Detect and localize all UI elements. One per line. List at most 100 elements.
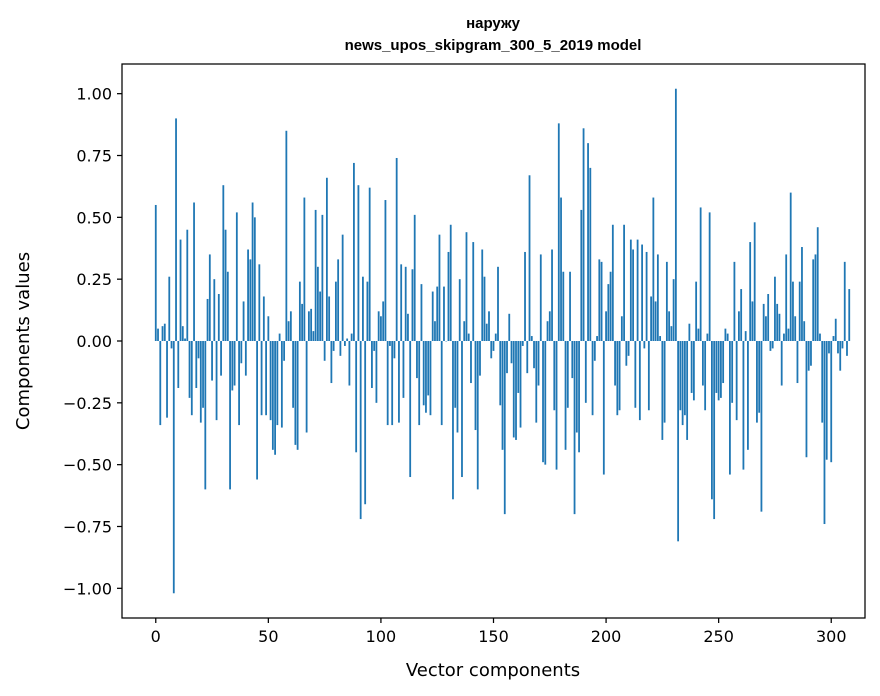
bar-component-99 xyxy=(377,311,380,341)
bar-component-263 xyxy=(747,341,749,450)
bar-component-88 xyxy=(353,162,355,341)
bar-component-33 xyxy=(229,341,231,490)
bar-component-246 xyxy=(708,212,711,341)
bar-component-146 xyxy=(483,276,486,341)
bar-component-121 xyxy=(427,341,430,396)
bar-component-278 xyxy=(780,341,783,386)
bar-component-91 xyxy=(359,341,362,520)
bar-component-31 xyxy=(224,229,227,341)
bar-component-16 xyxy=(190,341,193,416)
bar-component-187 xyxy=(575,341,578,433)
bar-component-30 xyxy=(222,185,225,341)
bar-component-191 xyxy=(584,341,587,403)
bar-component-190 xyxy=(582,128,585,341)
bar-component-103 xyxy=(386,341,389,426)
bar-component-200 xyxy=(605,311,607,341)
bar-component-198 xyxy=(600,261,603,341)
bar-component-123 xyxy=(431,291,434,341)
x-axis-label: Vector components xyxy=(406,660,580,681)
bar-component-248 xyxy=(713,341,716,520)
bar-component-256 xyxy=(731,341,734,403)
bar-component-241 xyxy=(697,328,700,341)
bar-component-3 xyxy=(161,326,164,341)
bar-component-197 xyxy=(598,259,601,341)
bar-component-204 xyxy=(614,341,616,386)
bar-component-65 xyxy=(301,303,304,341)
bar-component-272 xyxy=(767,294,770,341)
bar-component-126 xyxy=(438,234,441,341)
bar-component-279 xyxy=(783,333,785,341)
bar-component-101 xyxy=(382,301,385,341)
bar-component-141 xyxy=(472,242,475,341)
bar-component-28 xyxy=(217,294,220,341)
bar-component-5 xyxy=(166,341,168,418)
bar-component-208 xyxy=(623,224,625,341)
bar-component-185 xyxy=(571,341,574,379)
bar-component-231 xyxy=(674,88,677,341)
bar-component-211 xyxy=(629,239,632,341)
bar-component-49 xyxy=(265,341,267,416)
bar-component-301 xyxy=(832,336,835,341)
bar-component-37 xyxy=(238,341,240,426)
bar-component-265 xyxy=(751,301,754,341)
bar-component-305 xyxy=(841,341,844,349)
bar-component-166 xyxy=(528,175,531,341)
bar-component-132 xyxy=(452,341,454,500)
bar-component-13 xyxy=(184,338,186,341)
bar-component-7 xyxy=(170,341,173,349)
bar-component-12 xyxy=(181,326,184,341)
bar-component-48 xyxy=(262,296,265,341)
bar-component-219 xyxy=(647,341,650,411)
bar-component-77 xyxy=(328,296,331,341)
bar-component-154 xyxy=(501,341,504,450)
bar-component-230 xyxy=(672,279,675,341)
bar-component-69 xyxy=(310,308,313,341)
bar-component-92 xyxy=(362,276,364,341)
bar-component-302 xyxy=(834,318,837,341)
x-axis-ticks: 0 50 100 150 200 250 300 xyxy=(151,618,847,646)
bar-component-284 xyxy=(794,316,797,341)
bar-component-46 xyxy=(258,264,261,341)
y-axis-ticks: 1.00 0.75 0.50 0.25 0.00 −0.25 −0.50 −0.75 −1.00 xyxy=(63,85,122,598)
bar-component-32 xyxy=(226,271,229,341)
bar-component-78 xyxy=(330,341,333,384)
bar-component-75 xyxy=(323,341,326,361)
bars-group xyxy=(154,88,851,594)
bar-component-120 xyxy=(425,341,427,413)
bar-component-23 xyxy=(206,298,209,341)
bar-component-40 xyxy=(244,341,247,376)
bar-component-293 xyxy=(814,254,817,341)
bar-component-43 xyxy=(251,202,254,341)
x-tick-label: 200 xyxy=(591,627,622,646)
bar-component-254 xyxy=(726,333,729,341)
bar-component-285 xyxy=(796,341,799,384)
bar-component-160 xyxy=(515,341,517,440)
bar-component-105 xyxy=(391,341,394,426)
bar-component-223 xyxy=(656,254,659,341)
bar-component-42 xyxy=(249,259,252,341)
bar-component-73 xyxy=(319,291,322,341)
bar-component-260 xyxy=(740,289,743,341)
bar-component-117 xyxy=(418,341,421,426)
bar-component-84 xyxy=(344,341,346,346)
y-tick-label: −0.75 xyxy=(63,517,112,536)
bar-component-296 xyxy=(821,341,824,423)
bar-component-177 xyxy=(553,341,556,411)
bar-component-222 xyxy=(654,301,657,341)
bar-component-233 xyxy=(679,341,682,411)
y-tick-label: −0.50 xyxy=(63,456,112,475)
bar-component-194 xyxy=(591,341,594,416)
bar-component-270 xyxy=(762,303,765,341)
bar-component-62 xyxy=(294,341,297,445)
bar-component-287 xyxy=(801,247,803,341)
y-tick-label: 0.25 xyxy=(76,270,112,289)
bar-component-114 xyxy=(411,269,414,341)
bar-component-68 xyxy=(307,311,310,341)
bar-component-44 xyxy=(253,217,256,341)
bar-component-271 xyxy=(765,316,767,341)
bar-component-94 xyxy=(366,281,369,341)
bar-component-206 xyxy=(618,341,621,411)
bar-component-57 xyxy=(283,341,286,361)
bar-component-225 xyxy=(661,341,664,440)
bar-component-195 xyxy=(593,341,596,361)
